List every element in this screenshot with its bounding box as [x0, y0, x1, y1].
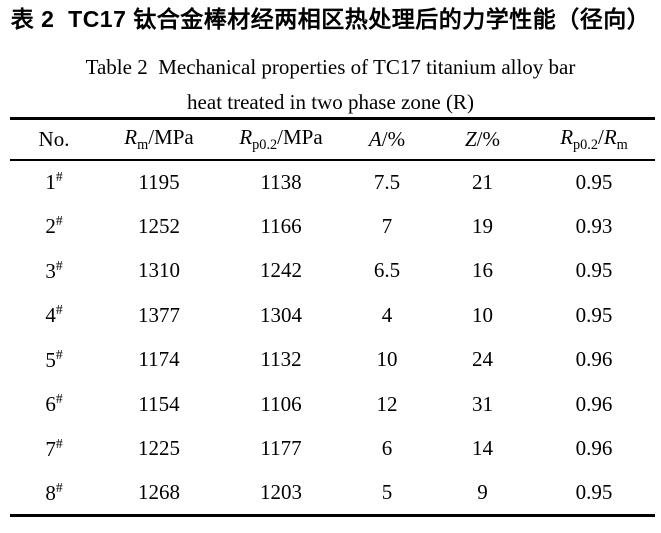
table-cell: 1225: [138, 436, 180, 461]
table-cell: 1252: [138, 213, 180, 238]
table-cell: 7: [381, 213, 393, 238]
table-cell: 1242: [260, 258, 302, 283]
table-cell: 1106: [260, 391, 302, 416]
table-cell: 1377: [138, 302, 180, 327]
sample-no-cell: 7#: [45, 435, 63, 461]
table-cell: 1154: [138, 391, 180, 416]
column-header: No.: [38, 126, 70, 151]
table-cell: 0.95: [575, 302, 613, 327]
table-cell: 1268: [138, 480, 180, 504]
table-caption-en-line1: Table 2 Mechanical properties of TC17 ti…: [85, 55, 576, 79]
sample-no-cell: 6#: [45, 391, 63, 417]
table-cell: 6: [381, 436, 393, 461]
table-cell: 1138: [260, 169, 302, 194]
column-header: Rp0.2/MPa: [239, 124, 323, 153]
table-cell: 21: [472, 169, 493, 194]
table-cell: 5: [381, 480, 393, 504]
table-row: 3# 1310 1242 6.5 16 0.95: [10, 249, 655, 294]
sample-no-cell: 3#: [45, 257, 63, 283]
table-cell: 14: [472, 436, 493, 461]
table-cell: 1174: [138, 347, 180, 372]
table-cell: 1310: [138, 258, 180, 283]
column-header: Z/%: [464, 126, 500, 151]
table-row: 6# 1154 1106 12 31 0.96: [10, 382, 655, 427]
table-cell: 0.95: [575, 258, 613, 283]
table-cell: 0.95: [575, 169, 613, 194]
table-cell: 9: [477, 480, 488, 504]
column-header: Rm/MPa: [124, 124, 194, 153]
table-cell: 0.96: [575, 391, 613, 416]
table-cell: 1203: [260, 480, 302, 504]
table-row: 8# 1268 1203 5 9 0.95: [10, 471, 655, 516]
table-cell: 24: [472, 347, 493, 372]
table-cell: 10: [472, 302, 493, 327]
table-caption-en-line2: heat treated in two phase zone (R): [187, 90, 474, 114]
column-header: A/%: [368, 126, 406, 151]
sample-no-cell: 4#: [45, 302, 63, 328]
table-cell: 1177: [260, 436, 302, 461]
sample-no-cell: 1#: [45, 169, 63, 195]
sample-no-cell: 5#: [45, 346, 63, 372]
table-row: 7# 1225 1177 6 14 0.96: [10, 427, 655, 472]
header-row: No. Rm/MPa Rp0.2/MPa A/% Z/% Rp0.2/Rm: [10, 119, 655, 160]
sample-no-cell: 8#: [45, 479, 63, 505]
table-cell: 0.96: [575, 436, 613, 461]
table-cell: 0.95: [575, 480, 613, 504]
table-row: 2# 1252 1166 7 19 0.93: [10, 204, 655, 249]
table-cell: 10: [376, 347, 398, 372]
table-cell: 16: [472, 258, 493, 283]
table-row: 1# 1195 1138 7.5 21 0.95: [10, 160, 655, 205]
table-row: 4# 1377 1304 4 10 0.95: [10, 293, 655, 338]
table-cell: 1132: [260, 347, 302, 372]
table-cell: 4: [381, 302, 393, 327]
table-container: No. Rm/MPa Rp0.2/MPa A/% Z/% Rp0.2/Rm 1# 1195 1…: [10, 117, 655, 517]
table-row: 5# 1174 1132 10 24 0.96: [10, 338, 655, 383]
sample-no-cell: 2#: [45, 213, 63, 239]
table-cell: 1195: [138, 169, 180, 194]
table-cell: 12: [376, 391, 398, 416]
table-cell: 0.93: [575, 213, 613, 238]
table-cell: 6.5: [373, 258, 401, 283]
table-cell: 7.5: [373, 169, 401, 194]
table-caption-zh: 表 2 TC17 钛合金棒材经两相区热处理后的力学性能（径向）: [10, 6, 651, 32]
table-cell: 1166: [260, 213, 302, 238]
properties-table: No. Rm/MPa Rp0.2/MPa A/% Z/% Rp0.2/Rm 1# 1195 1…: [10, 117, 655, 517]
column-header: Rp0.2/Rm: [560, 124, 628, 153]
table-cell: 31: [472, 391, 493, 416]
table-cell: 19: [472, 213, 493, 238]
table-cell: 1304: [260, 302, 302, 327]
table-cell: 0.96: [575, 347, 613, 372]
